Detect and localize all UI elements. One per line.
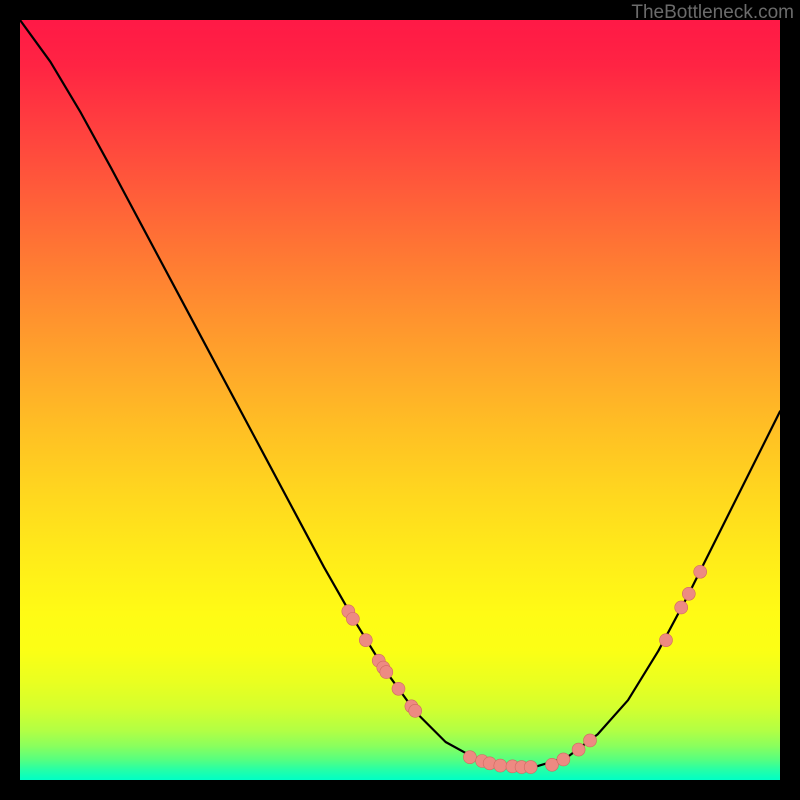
data-marker (694, 565, 707, 578)
data-marker (546, 758, 559, 771)
bottleneck-chart (20, 20, 780, 780)
data-marker (557, 753, 570, 766)
data-marker (572, 743, 585, 756)
watermark-text: TheBottleneck.com (631, 2, 794, 24)
gradient-background (20, 20, 780, 780)
data-marker (463, 751, 476, 764)
plot-area (20, 20, 780, 780)
chart-container: TheBottleneck.com (0, 0, 800, 800)
data-marker (359, 634, 372, 647)
data-marker (584, 734, 597, 747)
data-marker (409, 704, 422, 717)
data-marker (380, 666, 393, 679)
data-marker (346, 612, 359, 625)
data-marker (675, 601, 688, 614)
data-marker (494, 759, 507, 772)
data-marker (682, 587, 695, 600)
data-marker (524, 761, 537, 774)
data-marker (392, 682, 405, 695)
data-marker (660, 634, 673, 647)
